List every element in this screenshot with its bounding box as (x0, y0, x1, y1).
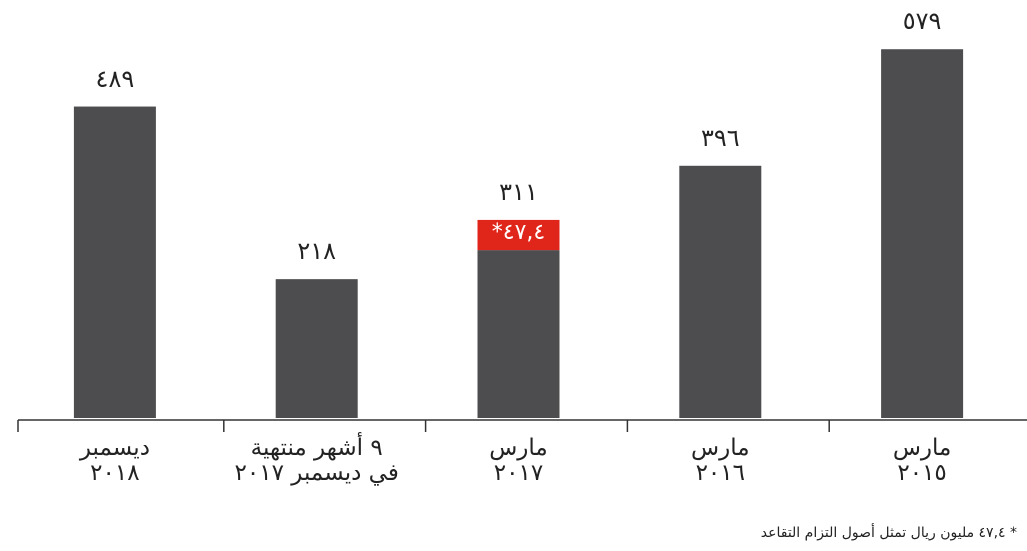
x-tick-label: ٩ أشهر منتهية في ديسمبر ٢٠١٧ (234, 435, 399, 486)
bar (73, 106, 156, 418)
value-label: ٣١١ (499, 177, 538, 206)
value-label: ٥٧٩ (902, 7, 942, 36)
value-label: ٢١٨ (297, 237, 337, 266)
bar (881, 49, 964, 419)
segment-label: ٤٧,٤* (491, 220, 546, 245)
value-label: ٤٨٩ (95, 64, 135, 93)
bar (477, 250, 560, 418)
bar (477, 219, 560, 251)
value-label: ٣٩٦ (700, 123, 740, 152)
bar (275, 279, 358, 418)
x-tick-label: مارس ٢٠١٦ (691, 435, 750, 486)
footnote: * ٤٧,٤ مليون ريال تمثل أصول التزام التقا… (760, 525, 1017, 541)
x-tick-label: ديسمبر ٢٠١٨ (79, 435, 150, 486)
bar (679, 165, 762, 418)
x-tick-label: مارس ٢٠١٥ (892, 435, 952, 486)
x-tick-label: مارس ٢٠١٧ (489, 435, 548, 486)
